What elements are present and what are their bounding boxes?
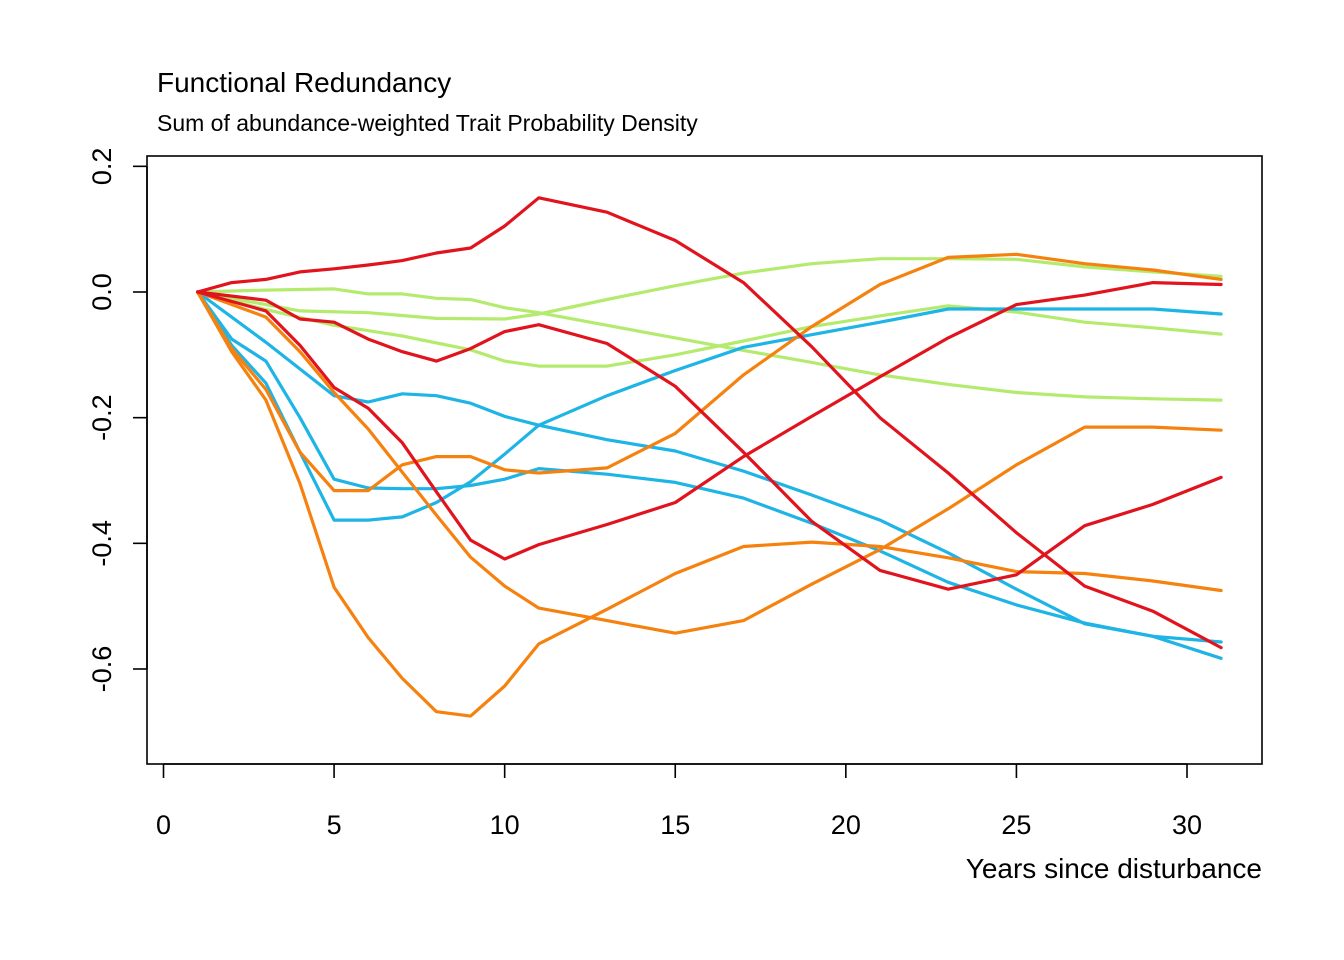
y-tick-label: -0.2 [87, 394, 117, 441]
series-line-orange-9 [196, 290, 1223, 635]
y-tick-label: 0.0 [87, 273, 117, 311]
y-tick-label: -0.4 [87, 520, 117, 567]
series-line-blue-5 [196, 290, 1223, 644]
x-axis-label: Years since disturbance [966, 853, 1262, 884]
series-line-orange-7 [196, 290, 1223, 718]
chart-title: Functional Redundancy [157, 67, 451, 98]
x-tick-label: 10 [490, 810, 520, 840]
series-line-red-11 [196, 290, 1223, 591]
series-line-green-3 [196, 290, 1223, 368]
x-axis: 0 5 10 15 20 25 30 [156, 763, 1202, 840]
chart-subtitle: Sum of abundance-weighted Trait Probabil… [157, 110, 698, 136]
series-line-blue-4 [196, 290, 1223, 660]
series-line-green-2 [196, 257, 1223, 321]
series-line-green-1 [196, 287, 1223, 402]
series-line-orange-8 [196, 252, 1223, 493]
x-tick-label: 15 [660, 810, 690, 840]
y-tick-label: 0.2 [87, 148, 117, 186]
x-tick-label: 0 [156, 810, 171, 840]
y-axis: -0.6 -0.4 -0.2 0.0 0.2 [87, 148, 148, 693]
x-tick-label: 30 [1172, 810, 1202, 840]
series-line-red-12 [196, 281, 1223, 561]
series-line-blue-6 [196, 290, 1223, 522]
x-tick-label: 25 [1001, 810, 1031, 840]
x-tick-label: 20 [831, 810, 861, 840]
x-tick-label: 5 [327, 810, 342, 840]
series-layer [196, 196, 1223, 718]
series-line-red-10 [196, 196, 1223, 650]
y-tick-label: -0.6 [87, 646, 117, 693]
